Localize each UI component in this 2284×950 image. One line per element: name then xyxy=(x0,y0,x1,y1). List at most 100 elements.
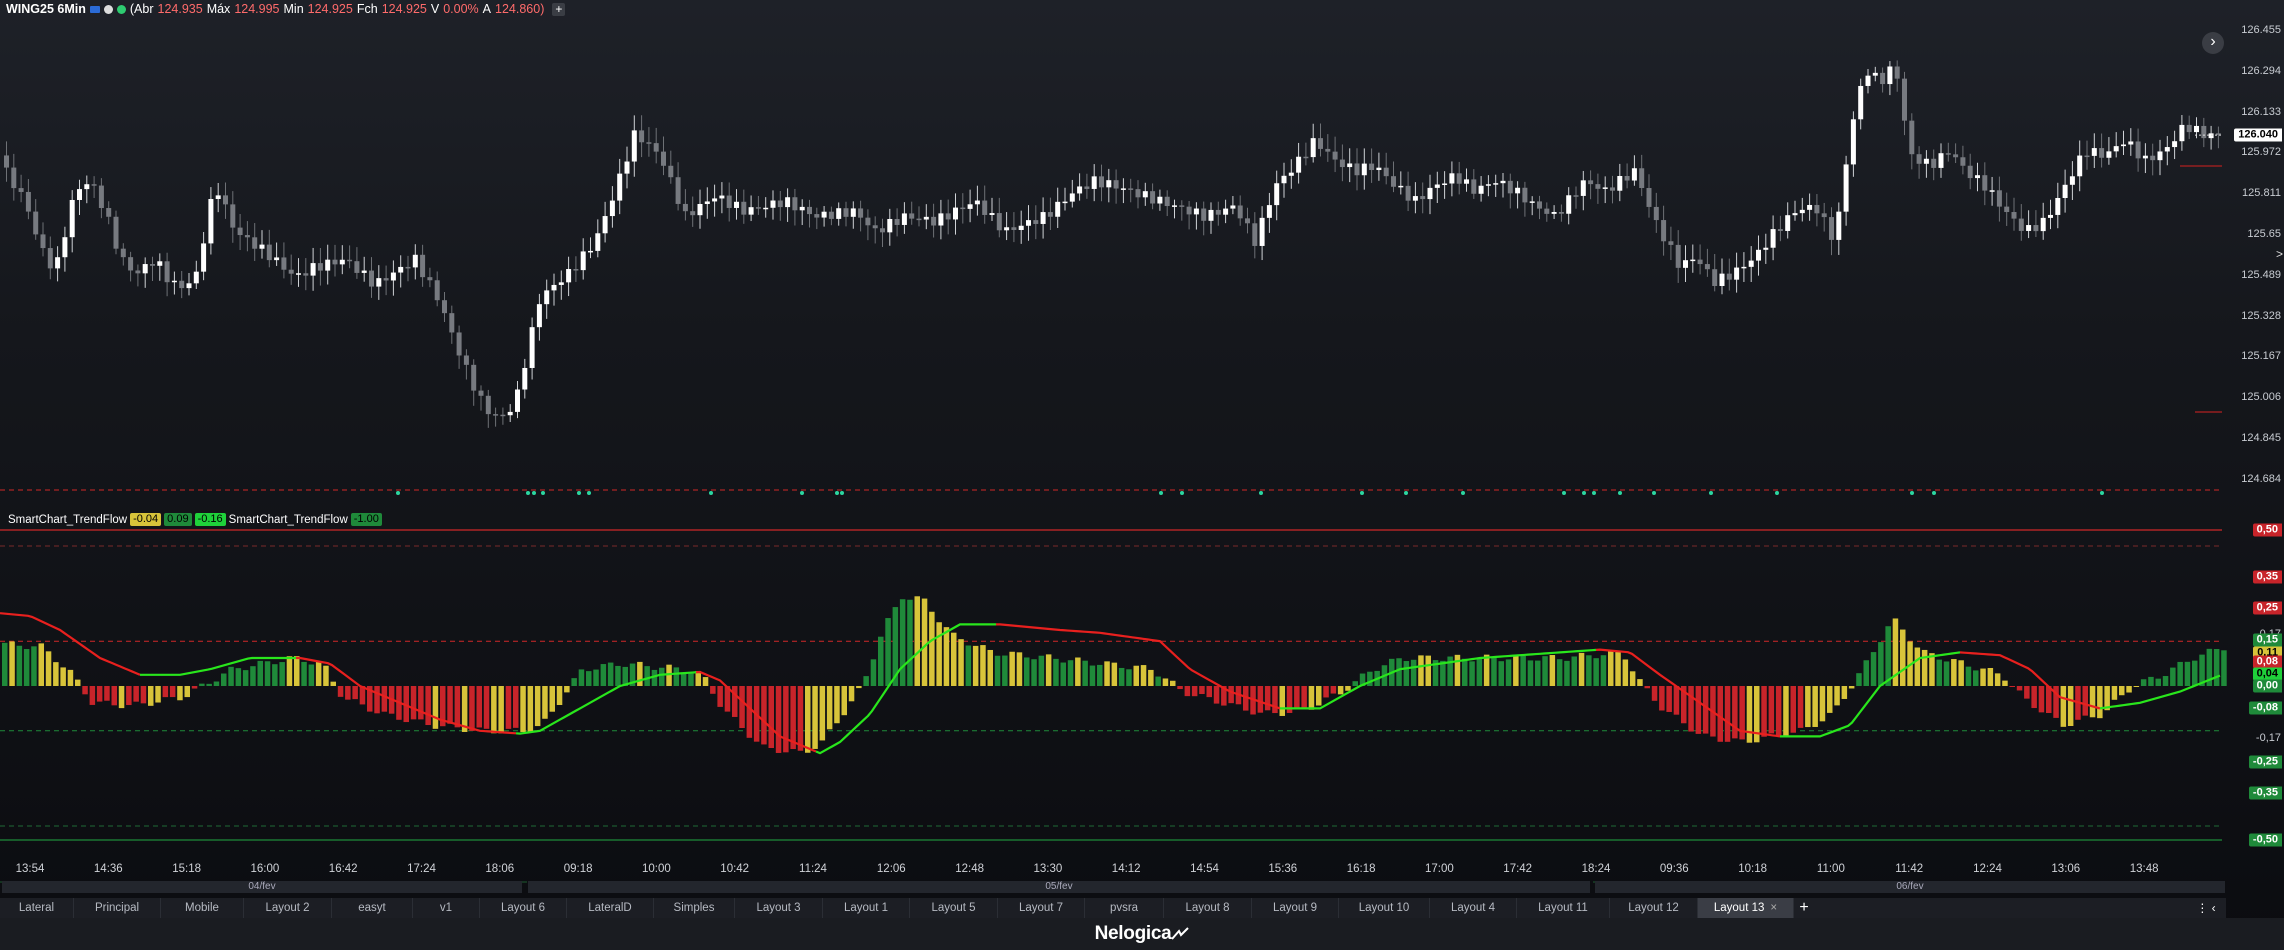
time-tick-label: 18:24 xyxy=(1581,863,1611,875)
layout-tab[interactable]: Layout 9 xyxy=(1252,898,1339,918)
add-tab-button[interactable]: + xyxy=(1799,899,1809,916)
histogram-bar xyxy=(1425,655,1431,686)
histogram-bar xyxy=(301,661,307,686)
histogram-bar xyxy=(2213,649,2220,686)
close-tab-icon[interactable]: × xyxy=(1770,902,1778,914)
chevron-right-icon[interactable]: > xyxy=(2276,247,2284,261)
histogram-bar xyxy=(1644,686,1650,689)
candle-body xyxy=(1135,189,1141,198)
histogram-bar xyxy=(1097,664,1103,686)
candle-body xyxy=(777,200,783,208)
layout-tab[interactable]: Layout 1 xyxy=(823,898,910,918)
candle-body xyxy=(1931,158,1937,168)
layout-tab[interactable]: Layout 2 xyxy=(244,898,332,918)
candle-body xyxy=(1610,187,1615,191)
candle-body xyxy=(1011,227,1017,230)
histogram-bar xyxy=(841,686,847,716)
layout-tab[interactable]: Layout 7 xyxy=(998,898,1085,918)
histogram-bar xyxy=(1133,665,1139,686)
histogram-bar xyxy=(1943,661,1950,686)
candle-body xyxy=(1668,241,1674,245)
add-indicator-button[interactable]: + xyxy=(552,2,566,16)
indicator-name[interactable]: SmartChart_TrendFlow xyxy=(228,513,348,526)
candle-body xyxy=(1077,186,1083,194)
candle-body xyxy=(1047,212,1053,217)
layout-tab[interactable]: Layout 13 × xyxy=(1698,898,1794,918)
tab-menu-button[interactable]: ⋮ ‹ xyxy=(2196,901,2216,915)
candle-body xyxy=(960,207,966,210)
layout-tab[interactable]: v1 xyxy=(413,898,480,918)
candle-body xyxy=(2106,151,2112,158)
candle-body xyxy=(449,313,455,333)
histogram-bar xyxy=(951,632,957,686)
symbol-label[interactable]: WING25 6Min xyxy=(6,2,86,16)
layout-tab[interactable]: Layout 4 xyxy=(1430,898,1517,918)
layout-tab[interactable]: Layout 6 xyxy=(480,898,567,918)
histogram-bar xyxy=(1491,657,1497,686)
indicator-legend[interactable]: SmartChart_TrendFlow -0.04 0.09 -0.16 SmartC… xyxy=(8,513,382,526)
candle-body xyxy=(1624,175,1630,181)
histogram-bar xyxy=(1812,686,1818,727)
layout-tab[interactable]: Layout 10 xyxy=(1339,898,1430,918)
candle-body xyxy=(1062,201,1068,204)
histogram-bar xyxy=(797,686,804,751)
signal-dot xyxy=(1618,491,1622,495)
candle-body xyxy=(223,195,228,205)
candle-body xyxy=(1865,75,1871,86)
histogram-bar xyxy=(191,686,198,689)
candle-body xyxy=(1675,244,1681,268)
layout-tab[interactable]: Layout 3 xyxy=(735,898,823,918)
candle-body xyxy=(1712,269,1718,287)
histogram-bar xyxy=(2024,686,2030,699)
indicator-name[interactable]: SmartChart_TrendFlow xyxy=(8,513,128,526)
histogram-bar xyxy=(921,598,928,686)
histogram-bar xyxy=(1600,655,1607,686)
time-tick-label: 13:48 xyxy=(2129,863,2159,875)
layout-tab[interactable]: Principal xyxy=(74,898,161,918)
candle-body xyxy=(442,300,447,314)
high-value: 124.995 xyxy=(234,2,280,16)
histogram-bar xyxy=(1148,669,1154,686)
layout-tab[interactable]: Layout 8 xyxy=(1164,898,1252,918)
histogram-bar xyxy=(688,673,694,686)
layout-tab[interactable]: pvsra xyxy=(1085,898,1164,918)
candle-body xyxy=(2157,151,2163,161)
layout-tab[interactable]: Mobile xyxy=(161,898,244,918)
scroll-right-button[interactable]: › xyxy=(2202,32,2224,54)
candle-body xyxy=(1113,180,1119,189)
candle-body xyxy=(2142,155,2148,159)
candle-body xyxy=(274,257,280,261)
histogram-bar xyxy=(2170,667,2176,686)
candle-body xyxy=(135,270,141,274)
layout-tab[interactable]: LateralD xyxy=(567,898,654,918)
layout-tab[interactable]: Simples xyxy=(654,898,735,918)
layout-tab-label: Layout 12 xyxy=(1628,902,1679,914)
time-tick-label: 12:06 xyxy=(876,863,906,875)
candle-body xyxy=(164,261,170,283)
layout-tab[interactable]: Layout 11 xyxy=(1517,898,1610,918)
histogram-bar xyxy=(1900,629,1906,686)
layout-tab[interactable]: easyt xyxy=(332,898,413,918)
layout-tab[interactable]: Layout 5 xyxy=(910,898,998,918)
candle-body xyxy=(2164,147,2170,152)
histogram-bar xyxy=(1790,686,1796,733)
candle-body xyxy=(1332,151,1338,160)
time-tick-label: 09:18 xyxy=(563,863,593,875)
candle-body xyxy=(18,188,24,192)
layout-tab[interactable]: Layout 12 xyxy=(1610,898,1698,918)
histogram-bar xyxy=(1827,686,1833,713)
layout-tab-label: Layout 9 xyxy=(1272,902,1318,914)
histogram-bar xyxy=(352,686,358,700)
candle-body xyxy=(1558,211,1564,214)
trend-line-segment xyxy=(815,623,996,755)
time-axis[interactable]: 13:54 14:36 15:18 16:00 16:42 17:24 18:06 09:18… xyxy=(0,860,2230,878)
histogram-bar xyxy=(1184,686,1191,697)
candle-body xyxy=(807,206,812,215)
settings-dot-icon[interactable] xyxy=(103,4,113,14)
layout-tab[interactable]: Lateral xyxy=(0,898,74,918)
candle-body xyxy=(1296,156,1302,173)
candle-body xyxy=(252,237,258,249)
layout-tab-label: Layout 2 xyxy=(265,902,310,914)
